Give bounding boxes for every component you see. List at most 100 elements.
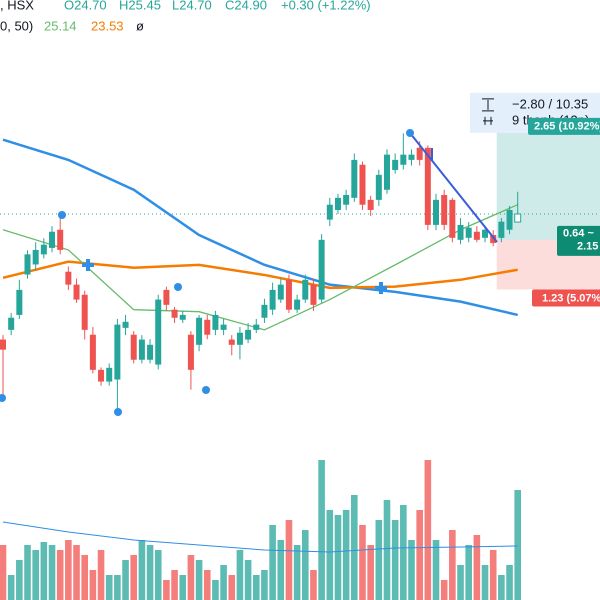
candle-body [65,271,72,285]
ma1: 25.14 [44,18,77,33]
candle-body [0,339,6,350]
volume-bar [220,565,227,600]
candle-body [57,229,64,250]
low: L24.70 [172,0,212,12]
volume-bar [498,575,505,600]
volume-bar [105,575,113,600]
moving-average [2,204,518,331]
volume-bar [212,580,219,600]
candle-body [40,244,47,255]
candle-body [187,334,194,370]
candle-body [277,284,284,300]
volume-bar [236,550,244,600]
candle-body [498,221,505,238]
candle-body [147,344,154,360]
candle-body [220,324,227,330]
symbol: , HSX [0,0,34,12]
volume-bar [449,530,456,600]
candle-body [261,304,268,318]
volume-bar [114,575,121,600]
volume-bar [506,565,513,600]
stats: −2.80 / 10.35 [512,96,588,111]
current-tag [557,225,600,256]
volume-bar [326,510,334,600]
ma2: 23.53 [91,18,124,33]
candle-body [465,227,472,238]
volume-bar [0,545,7,600]
volume-bar [285,520,293,600]
candle-body [400,154,407,165]
current-label2: 2.15 [577,241,598,253]
volume-bar [391,520,399,600]
volume-bar [89,570,97,600]
candle-body [179,314,186,320]
candle-body [441,195,448,225]
candle-body [130,334,137,360]
volume-bar [48,545,56,600]
candle-body [163,289,170,305]
moving-average [2,260,518,290]
change: +0.30 (+1.22%) [281,0,371,12]
volume-bar [32,550,39,600]
volume-bar [261,570,268,600]
volume-bar [277,540,285,600]
volume-bar [457,565,464,600]
volume-bar [465,545,472,600]
icon [483,116,493,125]
volume-bar [375,520,383,600]
candle-body [98,369,105,382]
close: C24.90 [225,0,267,12]
candle-body [392,159,399,170]
volume-bar [130,555,138,600]
candle-body [449,199,456,238]
volume-bar [514,490,522,600]
candle-body [24,254,31,275]
candle-body [245,329,252,340]
volume-bar [97,550,105,600]
candle-body [204,319,211,335]
candle-body [269,289,276,310]
moving-average [2,138,518,317]
volume-bar [334,515,342,600]
candle-body [359,164,366,205]
volume-bar [293,545,301,600]
volume-bar [138,540,146,600]
volume-bar [163,580,170,600]
candle-body [236,332,243,345]
volume-bar [318,460,325,600]
candle-body [408,154,415,160]
volume-bar [400,505,407,600]
candle-body [514,213,522,223]
candle-body [506,209,513,230]
current-label: 0.64 ~ [563,228,594,240]
volume-ma [2,521,518,553]
candle-body [285,279,292,310]
volume-bar [154,550,162,600]
volume-bar [146,545,154,600]
candle-body [73,284,80,300]
volume-bar [342,510,350,600]
volume-bar [187,555,195,600]
candle-body [155,299,162,365]
candle-body [375,174,382,200]
candle-body [383,154,390,190]
candle-body [171,309,178,318]
candle-body [424,147,431,225]
candle-body [49,231,56,248]
ma-params: 0, 50) [0,18,33,33]
candle-body [473,231,480,240]
target-tag [528,117,600,135]
volume-bar [179,575,187,600]
volume-bar [244,560,252,600]
volume-bar [24,545,31,600]
volume-bar [40,542,48,600]
candle-body [8,317,15,330]
volume-bar [416,510,423,600]
candle-body [138,339,145,360]
candle-body [457,224,464,240]
volume-bar [440,580,448,600]
volume-bar [228,575,236,600]
volume-bar [171,570,178,600]
candle-body [212,314,219,330]
